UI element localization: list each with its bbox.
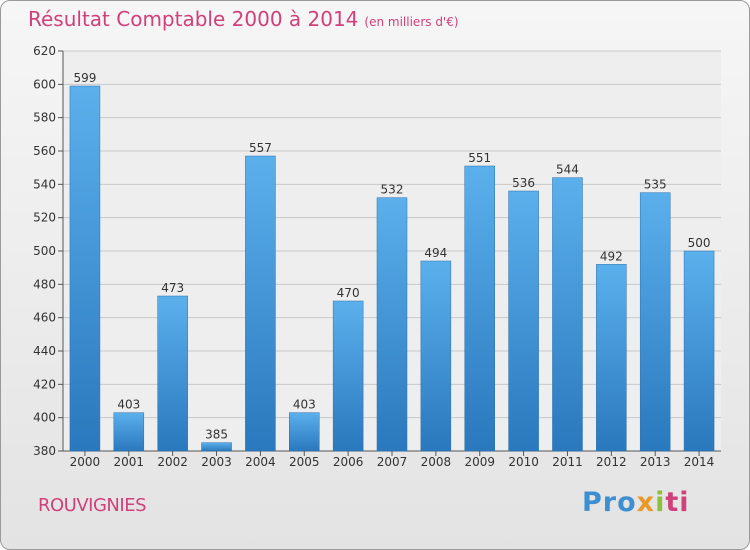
- x-tick-label: 2013: [640, 455, 671, 469]
- x-tick-label: 2003: [201, 455, 232, 469]
- bar: [332, 300, 364, 452]
- x-tick-label: 2009: [464, 455, 495, 469]
- bar: [508, 190, 539, 452]
- data-label: 473: [161, 281, 184, 295]
- bar: [639, 192, 671, 452]
- x-tick-label: 2006: [333, 455, 364, 469]
- data-label: 536: [512, 176, 535, 190]
- y-tick-label: 500: [33, 244, 56, 258]
- x-tick-label: 2011: [552, 455, 583, 469]
- data-label: 532: [381, 183, 404, 197]
- bar: [157, 295, 188, 452]
- data-label: 403: [293, 398, 316, 412]
- x-tick-label: 2008: [421, 455, 452, 469]
- bar: [201, 442, 232, 452]
- y-tick-label: 400: [33, 411, 56, 425]
- y-tick-label: 560: [33, 144, 56, 158]
- x-tick-label: 2001: [114, 455, 145, 469]
- data-label: 500: [688, 236, 711, 250]
- data-label: 470: [337, 286, 360, 300]
- data-label: 599: [73, 71, 96, 85]
- x-tick-label: 2005: [289, 455, 320, 469]
- bar: [245, 155, 276, 452]
- data-label: 557: [249, 141, 272, 155]
- bar: [113, 412, 145, 452]
- bar: [376, 197, 408, 452]
- x-tick-label: 2010: [508, 455, 539, 469]
- y-tick-label: 420: [33, 377, 56, 391]
- x-tick-label: 2012: [596, 455, 627, 469]
- data-label: 494: [424, 246, 447, 260]
- chart-title-text: Résultat Comptable 2000 à 2014: [28, 7, 359, 31]
- bar: [69, 85, 101, 452]
- x-tick-label: 2014: [684, 455, 715, 469]
- y-tick-label: 540: [33, 177, 56, 191]
- data-label: 403: [117, 398, 140, 412]
- data-label: 492: [600, 249, 623, 263]
- bar: [289, 412, 320, 452]
- y-tick-label: 460: [33, 311, 56, 325]
- y-tick-label: 480: [33, 277, 56, 291]
- commune-name: ROUVIGNIES: [38, 495, 147, 516]
- bar: [420, 260, 452, 452]
- y-tick-label: 620: [33, 44, 56, 58]
- bar: [552, 177, 583, 452]
- data-label: 535: [644, 178, 667, 192]
- data-label: 385: [205, 428, 228, 442]
- data-label: 544: [556, 163, 579, 177]
- bar: [596, 264, 627, 452]
- proxiti-logo: Proxiti: [582, 487, 690, 518]
- y-tick-label: 580: [33, 111, 56, 125]
- y-tick-label: 600: [33, 77, 56, 91]
- y-tick-label: 520: [33, 211, 56, 225]
- chart-subtitle: (en milliers d'€): [364, 15, 459, 29]
- y-tick-label: 440: [33, 344, 56, 358]
- data-label: 551: [468, 151, 491, 165]
- bar: [683, 250, 715, 452]
- x-tick-label: 2000: [70, 455, 101, 469]
- x-tick-label: 2002: [157, 455, 188, 469]
- bar: [464, 165, 495, 452]
- chart-title: Résultat Comptable 2000 à 2014 (en millie…: [28, 7, 459, 31]
- y-tick-label: 380: [33, 444, 56, 458]
- x-tick-label: 2007: [377, 455, 408, 469]
- x-tick-label: 2004: [245, 455, 276, 469]
